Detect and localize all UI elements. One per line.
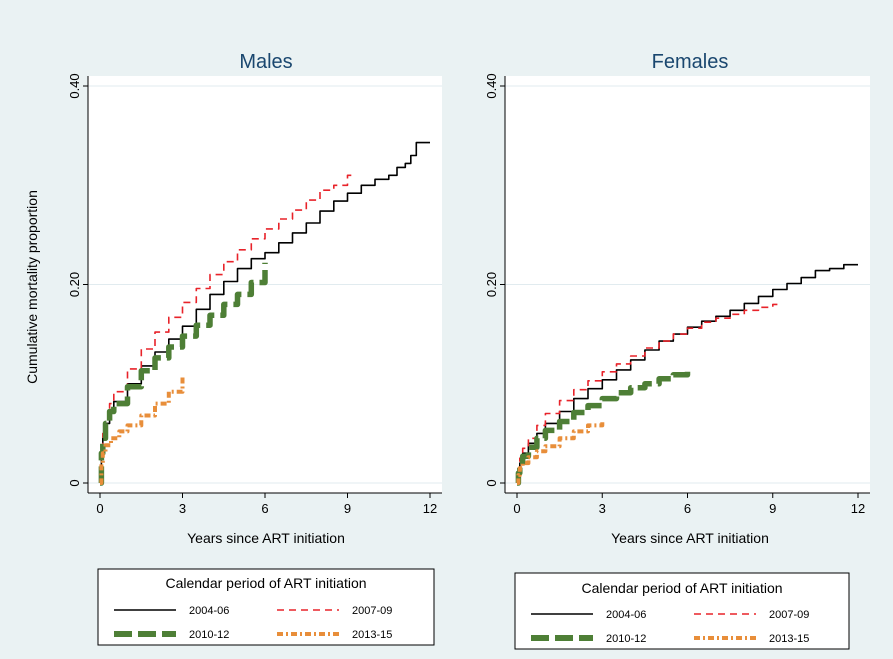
series-line-2010-12 bbox=[98, 262, 268, 486]
series-line-2013-15 bbox=[516, 419, 605, 485]
x-tick-label: 9 bbox=[769, 501, 776, 516]
legend-title: Calendar period of ART initiation bbox=[581, 580, 782, 596]
x-tick-label: 0 bbox=[513, 501, 520, 516]
y-tick-label: 0 bbox=[484, 479, 499, 486]
y-tick-label: 0.40 bbox=[484, 73, 499, 98]
panel-females: Females Years since ART initiation 0 0.20… bbox=[484, 51, 870, 546]
y-axis-label: Cumulative mortality proportion bbox=[24, 190, 40, 384]
chart-title: Females bbox=[652, 51, 729, 73]
x-tick-label: 6 bbox=[684, 501, 691, 516]
legend-label-2004-06: 2004-06 bbox=[606, 609, 646, 621]
y-tick-label: 0.40 bbox=[67, 73, 82, 98]
legend-label-2010-12: 2010-12 bbox=[189, 629, 229, 641]
panel-males: Males Cumulative mortality proportion Ye… bbox=[24, 51, 442, 546]
x-axis-label: Years since ART initiation bbox=[187, 530, 345, 546]
legend-title: Calendar period of ART initiation bbox=[165, 575, 366, 591]
series-line-2004-06 bbox=[100, 141, 430, 484]
legend-label-2010-12: 2010-12 bbox=[606, 633, 646, 645]
legend-females: Calendar period of ART initiation 2004-0… bbox=[514, 572, 850, 650]
x-tick-label: 12 bbox=[851, 501, 865, 516]
y-tick-label: 0.20 bbox=[484, 272, 499, 297]
legend-label-2013-15: 2013-15 bbox=[352, 629, 392, 641]
y-tick-label: 0.20 bbox=[67, 272, 82, 297]
legend-label-2013-15: 2013-15 bbox=[769, 633, 809, 645]
series-line-2007-09 bbox=[100, 174, 353, 484]
series-line-2007-09 bbox=[517, 303, 779, 484]
series-line-2010-12 bbox=[515, 371, 691, 486]
y-tick-label: 0 bbox=[67, 479, 82, 486]
legend-label-2004-06: 2004-06 bbox=[189, 605, 229, 617]
x-tick-label: 12 bbox=[423, 501, 437, 516]
series-line-2013-15 bbox=[99, 375, 185, 485]
legend-males: Calendar period of ART initiation 2004-0… bbox=[97, 568, 435, 646]
x-tick-label: 3 bbox=[599, 501, 606, 516]
x-tick-label: 6 bbox=[261, 501, 268, 516]
chart-title: Males bbox=[239, 51, 292, 73]
x-tick-label: 3 bbox=[179, 501, 186, 516]
x-axis-label: Years since ART initiation bbox=[611, 530, 769, 546]
x-tick-label: 0 bbox=[96, 501, 103, 516]
legend-label-2007-09: 2007-09 bbox=[769, 609, 809, 621]
x-tick-label: 9 bbox=[344, 501, 351, 516]
legend-label-2007-09: 2007-09 bbox=[352, 605, 392, 617]
